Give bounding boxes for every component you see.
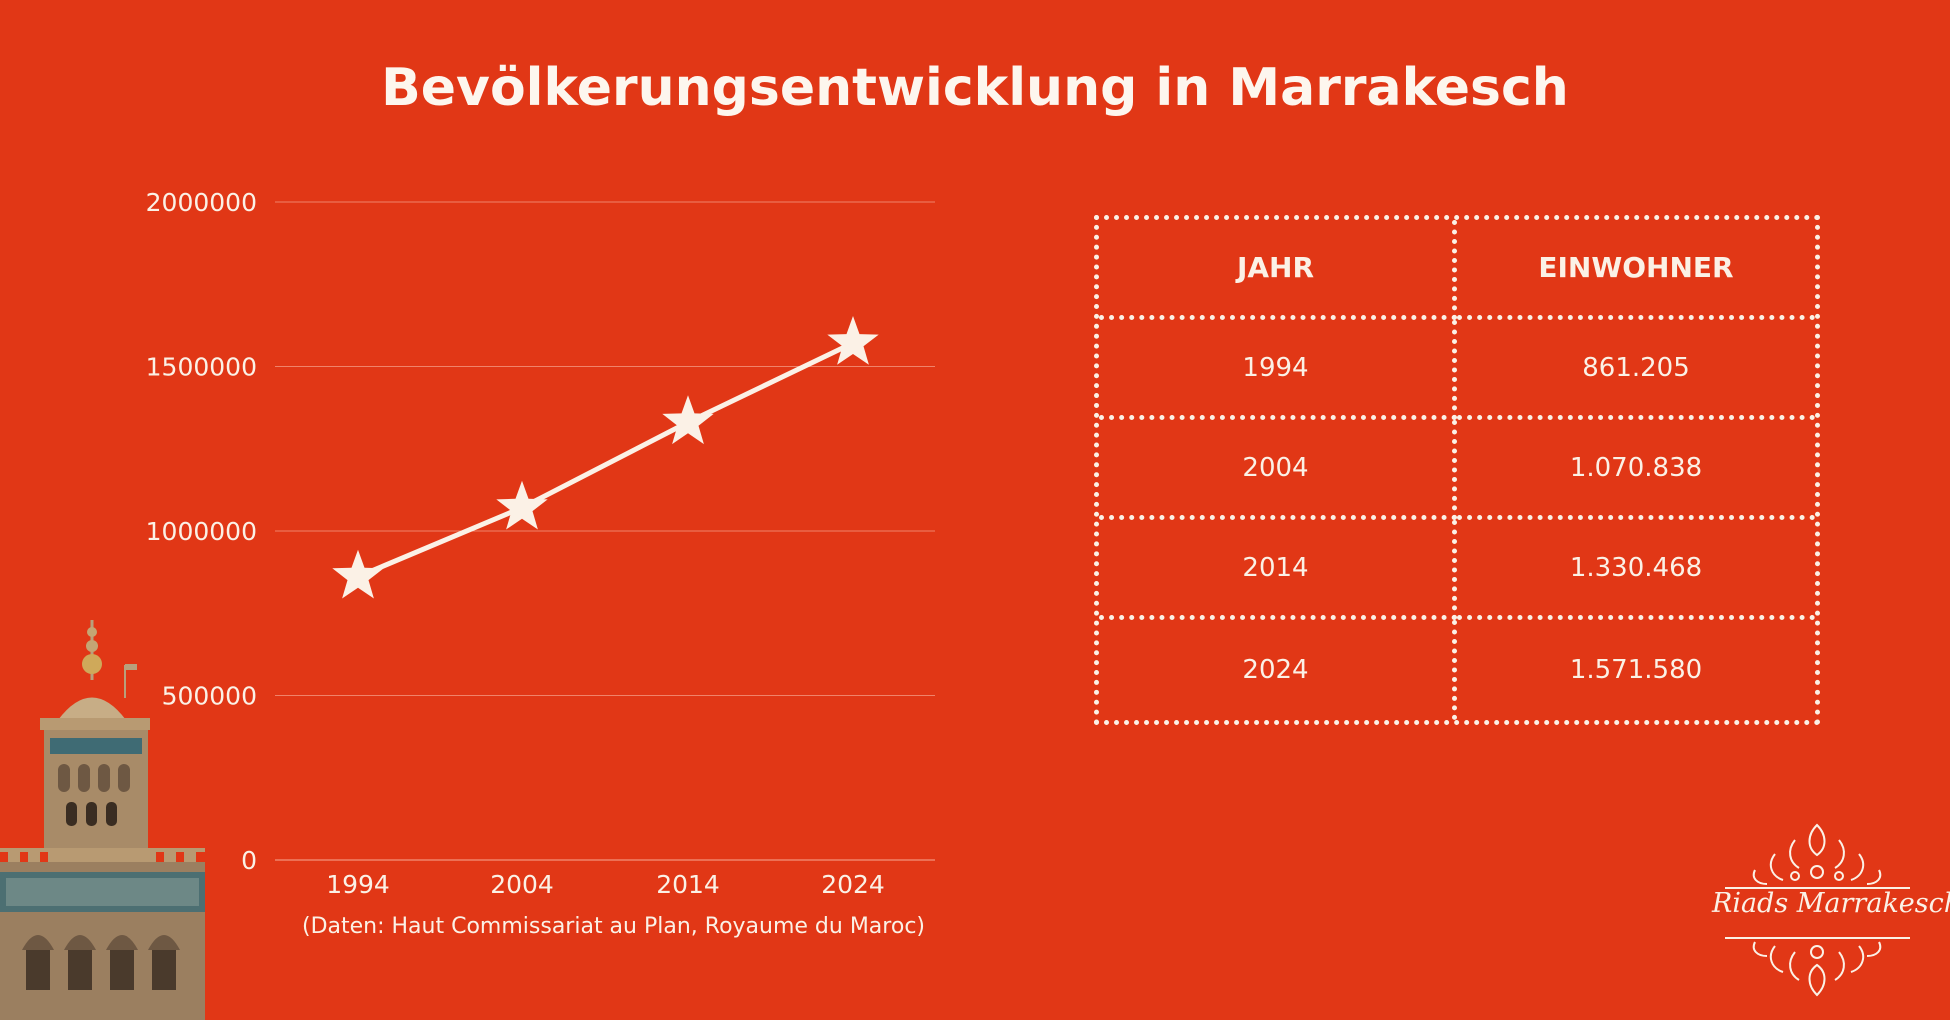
data-point-star (827, 316, 879, 365)
table-cell-year: 2004 (1099, 420, 1457, 520)
y-tick-label: 500000 (162, 682, 257, 711)
population-table: JAHR EINWOHNER 1994 861.205 2004 1.070.8… (1094, 215, 1820, 725)
minaret-illustration (0, 620, 205, 1020)
data-point-star (662, 395, 714, 445)
series-line (357, 340, 855, 579)
data-point-star (496, 480, 548, 530)
y-tick-label: 1000000 (146, 517, 257, 546)
data-source-note: (Daten: Haut Commissariat au Plan, Royau… (302, 914, 925, 939)
data-point-star (332, 549, 384, 599)
logo-text: Riads Marrakesch (1712, 888, 1950, 919)
table-cell-population: 861.205 (1457, 320, 1815, 420)
y-tick-label: 1500000 (146, 353, 257, 382)
table-cell-population: 1.330.468 (1457, 520, 1815, 620)
chart-title: Bevölkerungsentwicklung in Marrakesch (381, 58, 1569, 118)
table-header-population: EINWOHNER (1457, 220, 1815, 320)
x-tick-label: 2014 (656, 870, 720, 899)
table-cell-population: 1.571.580 (1569, 655, 1703, 685)
table-cell-year: 2014 (1099, 520, 1457, 620)
logo-ornament-icon (1725, 823, 1910, 997)
y-tick-label: 0 (241, 846, 257, 875)
y-tick-label: 2000000 (146, 188, 257, 217)
table-cell-year: 1994 (1099, 320, 1457, 420)
table-cell-year: 2024 (1099, 620, 1457, 720)
table-cell-population: 1.070.838 (1457, 420, 1815, 520)
table-header-year: JAHR (1099, 220, 1457, 320)
x-tick-label: 2024 (821, 870, 885, 899)
x-tick-label: 2004 (490, 870, 554, 899)
x-tick-label: 1994 (326, 870, 390, 899)
